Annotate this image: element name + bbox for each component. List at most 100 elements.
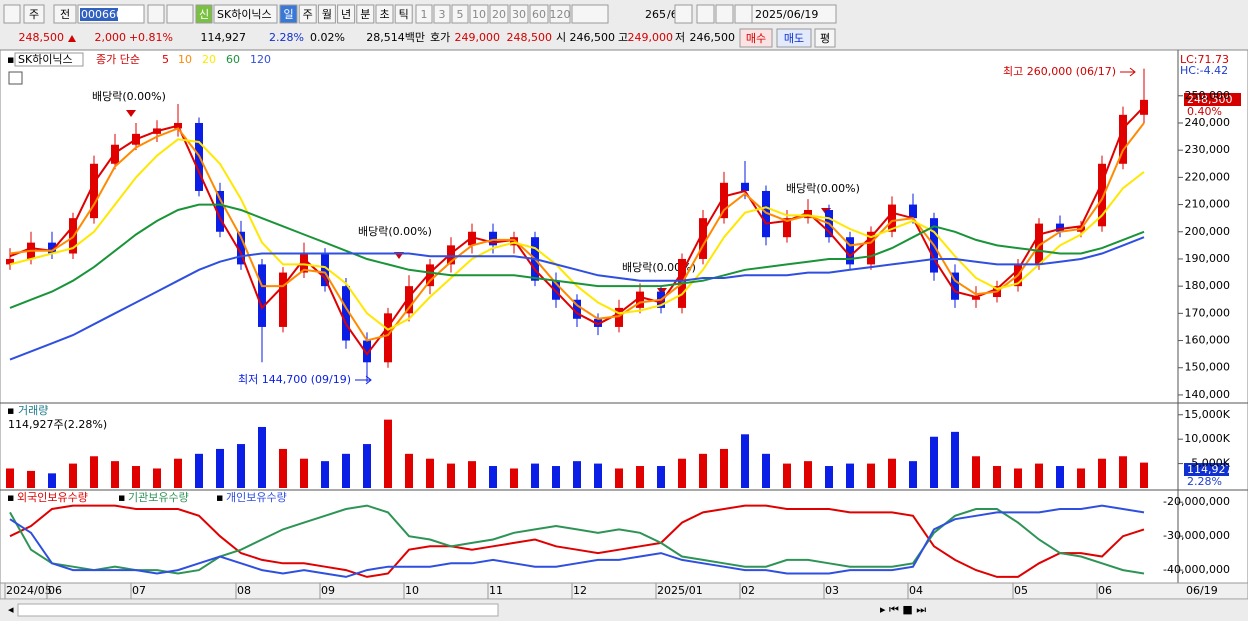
scroll-left[interactable]: ◂ — [8, 603, 14, 616]
minute-unit-box[interactable] — [549, 4, 571, 24]
new-badge[interactable]: 신 — [199, 8, 209, 21]
minute-unit-box[interactable] — [529, 4, 549, 24]
minute-unit[interactable]: 1 — [421, 8, 428, 21]
period-unit[interactable]: 초 — [379, 8, 389, 21]
minute-unit-box[interactable] — [433, 4, 451, 24]
volume-bar — [69, 463, 77, 488]
minute-unit[interactable]: 20 — [492, 8, 506, 21]
period-unit[interactable]: 틱 — [399, 8, 409, 21]
avg-button-box[interactable] — [814, 28, 836, 48]
candle-body — [90, 163, 98, 219]
legend-dot: ▪ — [7, 491, 14, 504]
scroll-track[interactable] — [17, 603, 499, 617]
volume-bar — [741, 434, 749, 488]
period-unit-box[interactable] — [394, 4, 413, 24]
volume-bar — [909, 461, 917, 488]
sell-button[interactable]: 매도 — [784, 32, 804, 45]
minute-unit-box[interactable] — [415, 4, 433, 24]
period[interactable]: 주 — [29, 8, 39, 21]
new-badge-box[interactable] — [195, 4, 213, 24]
stock-name-box[interactable] — [213, 4, 278, 24]
code-input[interactable]: 000660 — [81, 8, 123, 21]
x-tick-label: 06 — [48, 584, 62, 597]
legend-dot: ▪ — [216, 491, 223, 504]
date-input-box[interactable] — [751, 4, 837, 24]
x-tick-label: 03 — [825, 584, 839, 597]
volume-bar — [489, 466, 497, 488]
x-tick-label: 02 — [741, 584, 755, 597]
minute-unit-box[interactable] — [489, 4, 509, 24]
count: 265 — [645, 8, 666, 21]
grid-icon[interactable] — [8, 71, 23, 85]
candle-body — [258, 264, 266, 327]
prev[interactable]: 전 — [60, 8, 70, 21]
x-tick-label: 2025/01 — [657, 584, 703, 597]
high-label: 최고 260,000 (06/17) — [1003, 65, 1116, 78]
low-label: 최저 144,700 (09/19) — [238, 373, 351, 386]
quote-change: 2,000 — [95, 31, 127, 44]
volume-bar — [1140, 462, 1148, 488]
period-unit[interactable]: 분 — [360, 8, 370, 21]
volume-bar — [1077, 468, 1085, 488]
x-tick-label: 06 — [1098, 584, 1112, 597]
volume-bar — [846, 463, 854, 488]
y-tick-label: 180,000 — [1185, 279, 1231, 292]
period-unit-box[interactable] — [317, 4, 336, 24]
date-input[interactable]: 2025/06/19 — [755, 8, 818, 21]
candle-body — [846, 237, 854, 265]
ma-label: 종가 단순 — [96, 53, 140, 66]
candle-body — [1035, 223, 1043, 265]
scroll-controls[interactable]: ▸ ⏮ ■ ⏭ — [880, 603, 926, 616]
buy-button-box[interactable] — [739, 28, 773, 48]
candle-body — [783, 218, 791, 238]
minute-unit-box[interactable] — [469, 4, 489, 24]
price-box-label: 248,500 — [1187, 93, 1233, 106]
period-unit[interactable]: 일 — [283, 7, 293, 21]
minute-unit[interactable]: 5 — [457, 8, 464, 21]
period-unit[interactable]: 월 — [322, 8, 332, 21]
tool-icon-box[interactable] — [715, 4, 734, 24]
avg-button[interactable]: 평 — [820, 32, 830, 45]
menu-icon-box[interactable] — [3, 4, 21, 24]
sound-icon-box[interactable] — [166, 4, 194, 24]
tool-icon-box[interactable] — [696, 4, 715, 24]
volume-bar — [216, 448, 224, 488]
unit-select-box[interactable] — [571, 4, 609, 24]
turnover-label: 2.28% — [1187, 475, 1222, 488]
minute-unit[interactable]: 30 — [512, 8, 526, 21]
period-unit-box[interactable] — [337, 4, 356, 24]
minute-unit-box[interactable] — [509, 4, 529, 24]
quote-bid-label: 호가 — [430, 31, 450, 44]
volume-box-label: 114,927 — [1187, 463, 1233, 476]
candle-body — [405, 286, 413, 314]
buy-button[interactable]: 매수 — [746, 32, 766, 45]
period-unit-box[interactable] — [298, 4, 317, 24]
period-unit[interactable]: 주 — [303, 8, 313, 21]
volume-bar — [363, 444, 371, 488]
dividend-label: 배당락(0.00%) — [622, 261, 696, 274]
minute-unit-box[interactable] — [451, 4, 469, 24]
minute-unit[interactable]: 10 — [472, 8, 486, 21]
stock-name[interactable]: SK하이닉스 — [217, 7, 272, 21]
volume-bar — [447, 463, 455, 488]
legend-dot: ▪ — [7, 404, 14, 417]
tool-icon-box[interactable] — [674, 4, 693, 24]
search-icon-box[interactable] — [147, 4, 165, 24]
minute-unit[interactable]: 60 — [532, 8, 546, 21]
period-box[interactable] — [23, 4, 45, 24]
candle-body — [1056, 223, 1064, 232]
rate-label: 0.40% — [1187, 105, 1222, 118]
sell-button-box[interactable] — [776, 28, 812, 48]
period-unit-box[interactable] — [279, 4, 298, 24]
minute-unit[interactable]: 120 — [550, 8, 571, 21]
prev-box[interactable] — [53, 4, 77, 24]
period-unit[interactable]: 년 — [341, 8, 351, 21]
minute-unit[interactable]: 3 — [439, 8, 446, 21]
candle-body — [615, 307, 623, 327]
hc-label: HC:-4.42 — [1180, 64, 1228, 77]
tool-icon-box[interactable] — [734, 4, 753, 24]
period-unit-box[interactable] — [356, 4, 375, 24]
period-unit-box[interactable] — [375, 4, 394, 24]
series-line — [9, 504, 1145, 575]
